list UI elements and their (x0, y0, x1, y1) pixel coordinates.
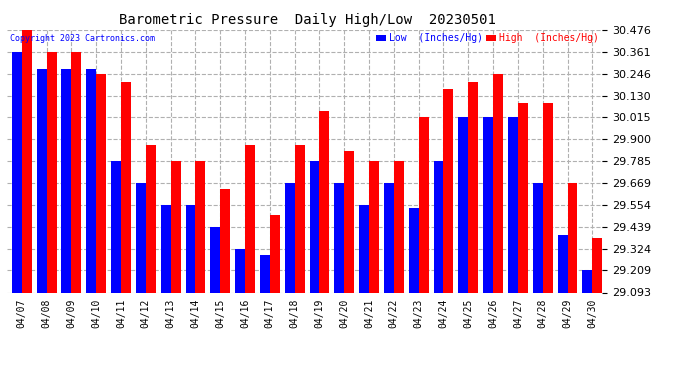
Bar (483, 117, 493, 292)
Bar (260, 255, 270, 292)
Bar (508, 117, 518, 292)
Bar (245, 145, 255, 292)
Bar (270, 215, 279, 292)
Bar (210, 227, 220, 292)
Bar (444, 89, 453, 292)
Bar (533, 183, 543, 292)
Bar (359, 205, 369, 292)
Bar (220, 189, 230, 292)
Bar (344, 151, 354, 292)
Bar (22, 30, 32, 292)
Bar (96, 74, 106, 292)
Bar (458, 117, 469, 292)
Bar (235, 249, 245, 292)
Bar (71, 52, 81, 292)
Bar (12, 52, 22, 292)
Bar (493, 74, 503, 292)
Bar (47, 52, 57, 292)
Bar (121, 82, 131, 292)
Bar (408, 208, 419, 292)
Bar (285, 183, 295, 292)
Bar (335, 183, 344, 292)
Legend: Low  (Inches/Hg), High  (Inches/Hg): Low (Inches/Hg), High (Inches/Hg) (373, 30, 602, 47)
Bar (567, 183, 578, 292)
Bar (37, 69, 47, 292)
Bar (469, 82, 478, 292)
Bar (582, 270, 592, 292)
Bar (146, 145, 156, 292)
Bar (295, 145, 304, 292)
Bar (369, 161, 379, 292)
Title: Barometric Pressure  Daily High/Low  20230501: Barometric Pressure Daily High/Low 20230… (119, 13, 495, 27)
Bar (543, 103, 553, 292)
Bar (319, 111, 329, 292)
Bar (384, 183, 394, 292)
Bar (170, 161, 181, 292)
Bar (558, 235, 567, 292)
Bar (111, 161, 121, 292)
Bar (394, 161, 404, 292)
Bar (86, 69, 96, 292)
Bar (136, 183, 146, 292)
Bar (195, 161, 206, 292)
Bar (433, 161, 444, 292)
Bar (161, 205, 170, 292)
Bar (61, 69, 71, 292)
Bar (592, 238, 602, 292)
Bar (518, 103, 528, 292)
Bar (419, 117, 428, 292)
Text: Copyright 2023 Cartronics.com: Copyright 2023 Cartronics.com (10, 34, 155, 43)
Bar (186, 205, 195, 292)
Bar (310, 161, 319, 292)
